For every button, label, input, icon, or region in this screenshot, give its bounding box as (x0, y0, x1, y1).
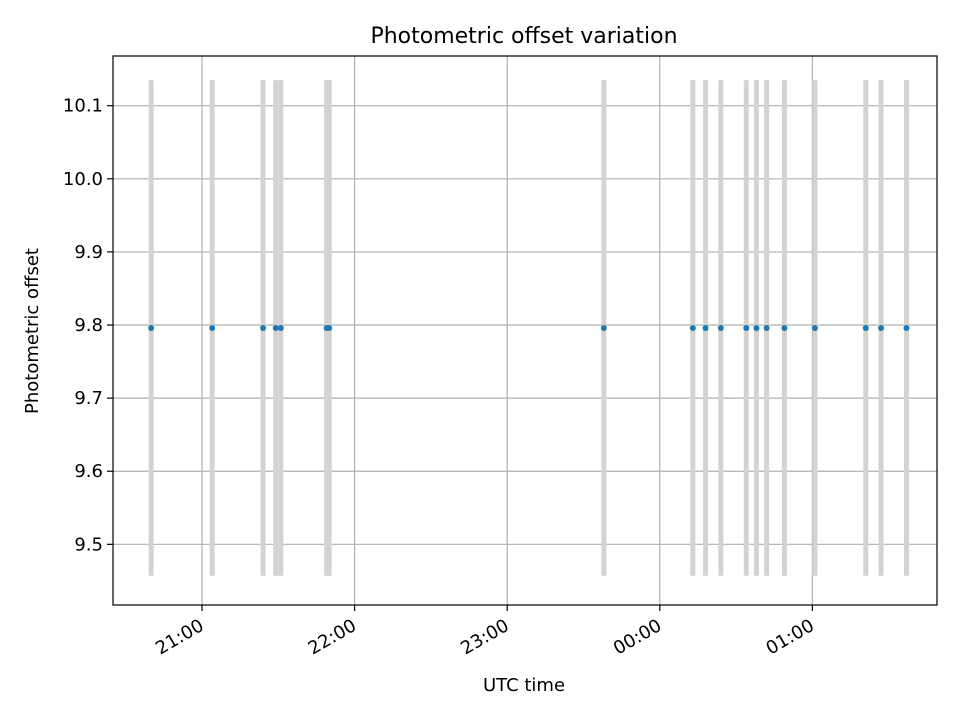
y-tick-label: 10.1 (63, 96, 103, 117)
x-tick-label: 21:00 (152, 615, 207, 659)
data-point (326, 324, 333, 331)
y-tick-label: 9.5 (74, 534, 103, 555)
x-tick-label: 01:00 (762, 615, 817, 659)
data-point (277, 324, 284, 331)
data-point (903, 324, 910, 331)
y-axis-label: Photometric offset (22, 248, 43, 414)
y-tick-label: 10.0 (63, 169, 103, 190)
y-tick-label: 9.9 (74, 242, 103, 263)
data-point (753, 324, 760, 331)
y-tick-label: 9.8 (74, 315, 103, 336)
data-point (260, 324, 267, 331)
grid (113, 56, 937, 605)
x-axis-label: UTC time (483, 675, 565, 696)
data-point (878, 324, 885, 331)
data-point (781, 324, 788, 331)
x-tick-label: 23:00 (457, 615, 512, 659)
data-point (717, 324, 724, 331)
x-tick-label: 22:00 (305, 615, 360, 659)
data-point (600, 324, 607, 331)
data-points (148, 324, 910, 331)
data-point (811, 324, 818, 331)
data-point (763, 324, 770, 331)
x-tick-label: 00:00 (610, 615, 665, 659)
chart-title: Photometric offset variation (370, 24, 677, 49)
data-point (272, 324, 279, 331)
data-point (743, 324, 750, 331)
data-point (148, 324, 155, 331)
data-point (689, 324, 696, 331)
data-point (862, 324, 869, 331)
y-axis-ticks: 9.5 9.6 9.7 9.8 9.9 10.0 10.1 (63, 96, 113, 555)
plot-frame (112, 55, 938, 606)
y-tick-label: 9.6 (74, 461, 103, 482)
y-tick-label: 9.7 (74, 388, 103, 409)
data-point (209, 324, 216, 331)
data-point (702, 324, 709, 331)
x-axis-ticks: 21:00 22:00 23:00 00:00 01:00 (152, 605, 818, 659)
